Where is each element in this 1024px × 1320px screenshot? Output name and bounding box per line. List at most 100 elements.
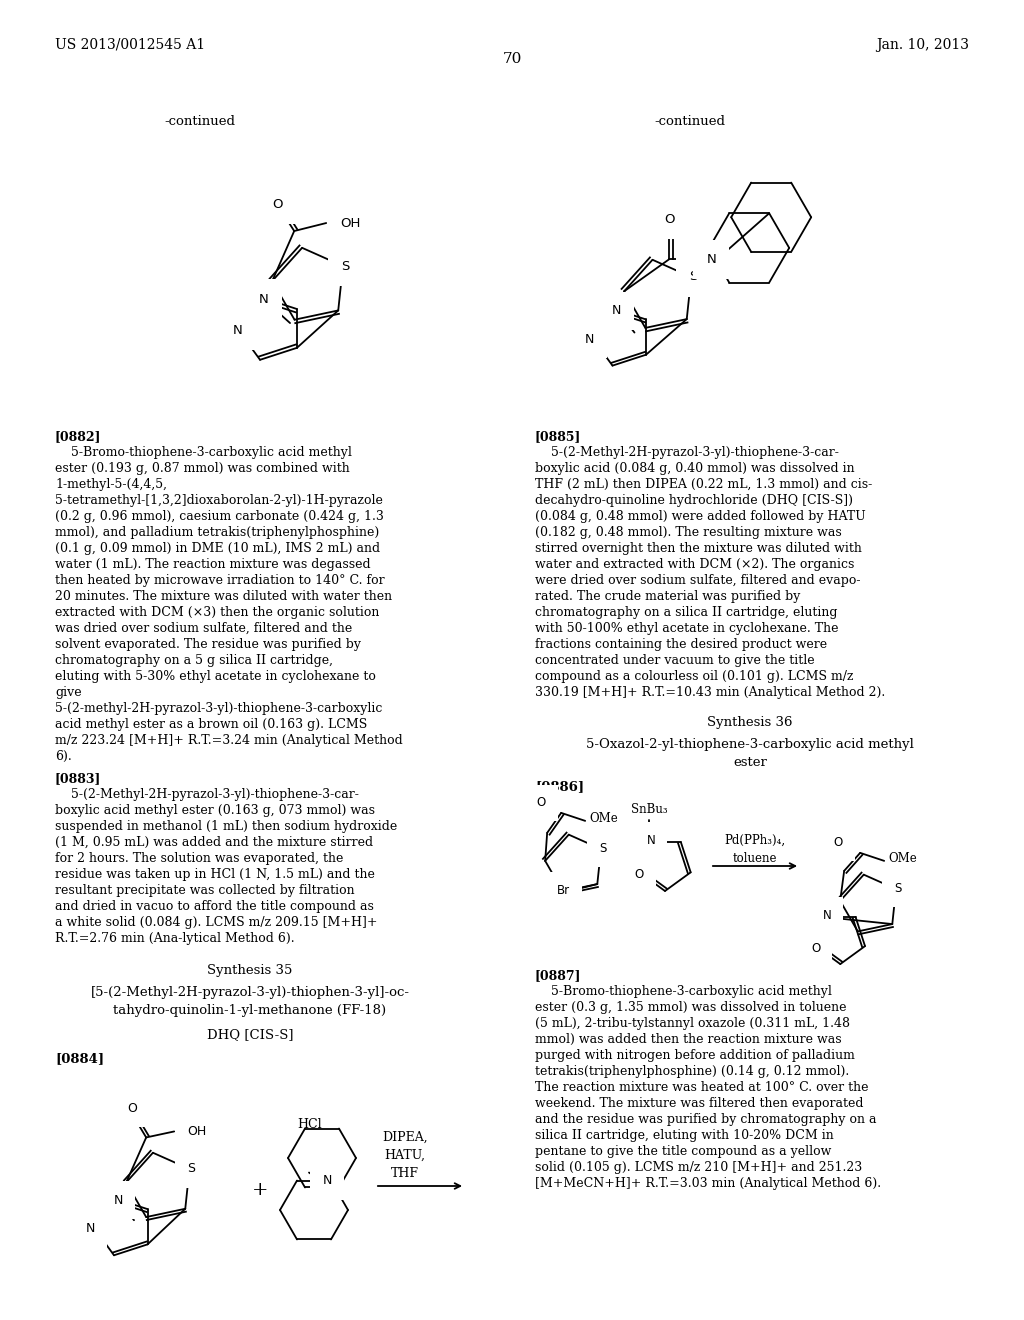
Text: tahydro-quinolin-1-yl-methanone (FF-18): tahydro-quinolin-1-yl-methanone (FF-18) [114,1005,387,1016]
Text: weekend. The mixture was filtered then evaporated: weekend. The mixture was filtered then e… [535,1097,863,1110]
Text: give: give [55,686,82,700]
Text: ester: ester [733,756,767,770]
Text: [0887]: [0887] [535,969,582,982]
Text: were dried over sodium sulfate, filtered and evapo-: were dried over sodium sulfate, filtered… [535,574,860,587]
Text: 5-(2-Methyl-2H-pyrazol-3-yl)-thiophene-3-car-: 5-(2-Methyl-2H-pyrazol-3-yl)-thiophene-3… [535,446,839,459]
Text: 5-Oxazol-2-yl-thiophene-3-carboxylic acid methyl: 5-Oxazol-2-yl-thiophene-3-carboxylic aci… [586,738,914,751]
Text: residue was taken up in HCl (1 N, 1.5 mL) and the: residue was taken up in HCl (1 N, 1.5 mL… [55,869,375,880]
Text: (5 mL), 2-tribu-tylstannyl oxazole (0.311 mL, 1.48: (5 mL), 2-tribu-tylstannyl oxazole (0.31… [535,1016,850,1030]
Text: then heated by microwave irradiation to 140° C. for: then heated by microwave irradiation to … [55,574,385,587]
Text: -continued: -continued [165,115,236,128]
Text: HATU,: HATU, [384,1148,426,1162]
Text: m/z 223.24 [M+H]+ R.T.=3.24 min (Analytical Method: m/z 223.24 [M+H]+ R.T.=3.24 min (Analyti… [55,734,402,747]
Text: chromatography on a silica II cartridge, eluting: chromatography on a silica II cartridge,… [535,606,838,619]
Text: rated. The crude material was purified by: rated. The crude material was purified b… [535,590,801,603]
Text: 1-methyl-5-(4,4,5,: 1-methyl-5-(4,4,5, [55,478,167,491]
Text: 70: 70 [503,51,521,66]
Text: (0.1 g, 0.09 mmol) in DME (10 mL), IMS 2 mL) and: (0.1 g, 0.09 mmol) in DME (10 mL), IMS 2… [55,543,380,554]
Text: purged with nitrogen before addition of palladium: purged with nitrogen before addition of … [535,1049,855,1063]
Text: (0.2 g, 0.96 mmol), caesium carbonate (0.424 g, 1.3: (0.2 g, 0.96 mmol), caesium carbonate (0… [55,510,384,523]
Text: 5-Bromo-thiophene-3-carboxylic acid methyl: 5-Bromo-thiophene-3-carboxylic acid meth… [55,446,352,459]
Text: +: + [252,1181,268,1199]
Text: O: O [834,837,843,849]
Text: The reaction mixture was heated at 100° C. over the: The reaction mixture was heated at 100° … [535,1081,868,1094]
Text: S: S [187,1163,196,1176]
Text: Jan. 10, 2013: Jan. 10, 2013 [876,38,969,51]
Text: boxylic acid (0.084 g, 0.40 mmol) was dissolved in: boxylic acid (0.084 g, 0.40 mmol) was di… [535,462,855,475]
Text: tetrakis(triphenylphosphine) (0.14 g, 0.12 mmol).: tetrakis(triphenylphosphine) (0.14 g, 0.… [535,1065,849,1078]
Text: OMe: OMe [888,853,916,866]
Text: Br: Br [557,883,570,896]
Text: [0882]: [0882] [55,430,101,444]
Text: eluting with 5-30% ethyl acetate in cyclohexane to: eluting with 5-30% ethyl acetate in cycl… [55,671,376,682]
Text: solid (0.105 g). LCMS m/z 210 [M+H]+ and 251.23: solid (0.105 g). LCMS m/z 210 [M+H]+ and… [535,1162,862,1173]
Text: THF (2 mL) then DIPEA (0.22 mL, 1.3 mmol) and cis-: THF (2 mL) then DIPEA (0.22 mL, 1.3 mmol… [535,478,872,491]
Text: N: N [86,1222,95,1236]
Text: 5-Bromo-thiophene-3-carboxylic acid methyl: 5-Bromo-thiophene-3-carboxylic acid meth… [535,985,831,998]
Text: Synthesis 36: Synthesis 36 [708,715,793,729]
Text: mmol) was added then the reaction mixture was: mmol) was added then the reaction mixtur… [535,1034,842,1045]
Text: water (1 mL). The reaction mixture was degassed: water (1 mL). The reaction mixture was d… [55,558,371,572]
Text: fractions containing the desired product were: fractions containing the desired product… [535,638,827,651]
Text: toluene: toluene [733,851,777,865]
Text: N: N [707,252,716,265]
Text: [0883]: [0883] [55,772,101,785]
Text: mmol), and palladium tetrakis(triphenylphosphine): mmol), and palladium tetrakis(triphenylp… [55,525,379,539]
Text: OMe: OMe [589,812,617,825]
Text: N: N [323,1173,332,1187]
Text: concentrated under vacuum to give the title: concentrated under vacuum to give the ti… [535,653,815,667]
Text: O: O [664,213,675,226]
Text: N: N [611,304,622,317]
Text: acid methyl ester as a brown oil (0.163 g). LCMS: acid methyl ester as a brown oil (0.163 … [55,718,368,731]
Text: a white solid (0.084 g). LCMS m/z 209.15 [M+H]+: a white solid (0.084 g). LCMS m/z 209.15… [55,916,378,929]
Text: O: O [272,198,283,210]
Text: HCl: HCl [298,1118,323,1131]
Text: 330.19 [M+H]+ R.T.=10.43 min (Analytical Method 2).: 330.19 [M+H]+ R.T.=10.43 min (Analytical… [535,686,886,700]
Text: 6).: 6). [55,750,72,763]
Text: N: N [822,908,831,921]
Text: O: O [537,796,546,809]
Text: ester (0.3 g, 1.35 mmol) was dissolved in toluene: ester (0.3 g, 1.35 mmol) was dissolved i… [535,1001,847,1014]
Text: -continued: -continued [654,115,725,128]
Text: S: S [599,842,606,855]
Text: ester (0.193 g, 0.87 mmol) was combined with: ester (0.193 g, 0.87 mmol) was combined … [55,462,350,475]
Text: [0886]: [0886] [535,780,584,793]
Text: boxylic acid methyl ester (0.163 g, 073 mmol) was: boxylic acid methyl ester (0.163 g, 073 … [55,804,375,817]
Text: SnBu₃: SnBu₃ [631,803,668,816]
Text: N: N [585,333,595,346]
Text: 5-(2-methyl-2H-pyrazol-3-yl)-thiophene-3-carboxylic: 5-(2-methyl-2H-pyrazol-3-yl)-thiophene-3… [55,702,382,715]
Text: was dried over sodium sulfate, filtered and the: was dried over sodium sulfate, filtered … [55,622,352,635]
Text: with 50-100% ethyl acetate in cyclohexane. The: with 50-100% ethyl acetate in cyclohexan… [535,622,839,635]
Text: S: S [341,260,349,272]
Text: S: S [894,883,902,895]
Text: (0.084 g, 0.48 mmol) were added followed by HATU: (0.084 g, 0.48 mmol) were added followed… [535,510,865,523]
Text: Synthesis 35: Synthesis 35 [207,964,293,977]
Text: and dried in vacuo to afford the title compound as: and dried in vacuo to afford the title c… [55,900,374,913]
Text: O: O [635,867,644,880]
Text: S: S [689,271,697,284]
Text: Pd(PPh₃)₄,: Pd(PPh₃)₄, [724,834,785,847]
Text: (1 M, 0.95 mL) was added and the mixture stirred: (1 M, 0.95 mL) was added and the mixture… [55,836,373,849]
Text: N: N [114,1193,123,1206]
Text: stirred overnight then the mixture was diluted with: stirred overnight then the mixture was d… [535,543,862,554]
Text: extracted with DCM (×3) then the organic solution: extracted with DCM (×3) then the organic… [55,606,379,619]
Text: O: O [127,1102,137,1115]
Text: OH: OH [340,216,360,230]
Text: +: + [628,859,642,876]
Text: 20 minutes. The mixture was diluted with water then: 20 minutes. The mixture was diluted with… [55,590,392,603]
Text: compound as a colourless oil (0.101 g). LCMS m/z: compound as a colourless oil (0.101 g). … [535,671,853,682]
Text: resultant precipitate was collected by filtration: resultant precipitate was collected by f… [55,884,354,898]
Text: silica II cartridge, eluting with 10-20% DCM in: silica II cartridge, eluting with 10-20%… [535,1129,834,1142]
Text: pentane to give the title compound as a yellow: pentane to give the title compound as a … [535,1144,831,1158]
Text: [0884]: [0884] [55,1052,104,1065]
Text: water and extracted with DCM (×2). The organics: water and extracted with DCM (×2). The o… [535,558,854,572]
Text: 5-tetramethyl-[1,3,2]dioxaborolan-2-yl)-1H-pyrazole: 5-tetramethyl-[1,3,2]dioxaborolan-2-yl)-… [55,494,383,507]
Text: THF: THF [391,1167,419,1180]
Text: OH: OH [187,1125,207,1138]
Text: [0885]: [0885] [535,430,582,444]
Text: [M+MeCN+H]+ R.T.=3.03 min (Analytical Method 6).: [M+MeCN+H]+ R.T.=3.03 min (Analytical Me… [535,1177,881,1191]
Text: DIPEA,: DIPEA, [382,1131,428,1144]
Text: for 2 hours. The solution was evaporated, the: for 2 hours. The solution was evaporated… [55,851,343,865]
Text: chromatography on a 5 g silica II cartridge,: chromatography on a 5 g silica II cartri… [55,653,333,667]
Text: N: N [647,834,655,846]
